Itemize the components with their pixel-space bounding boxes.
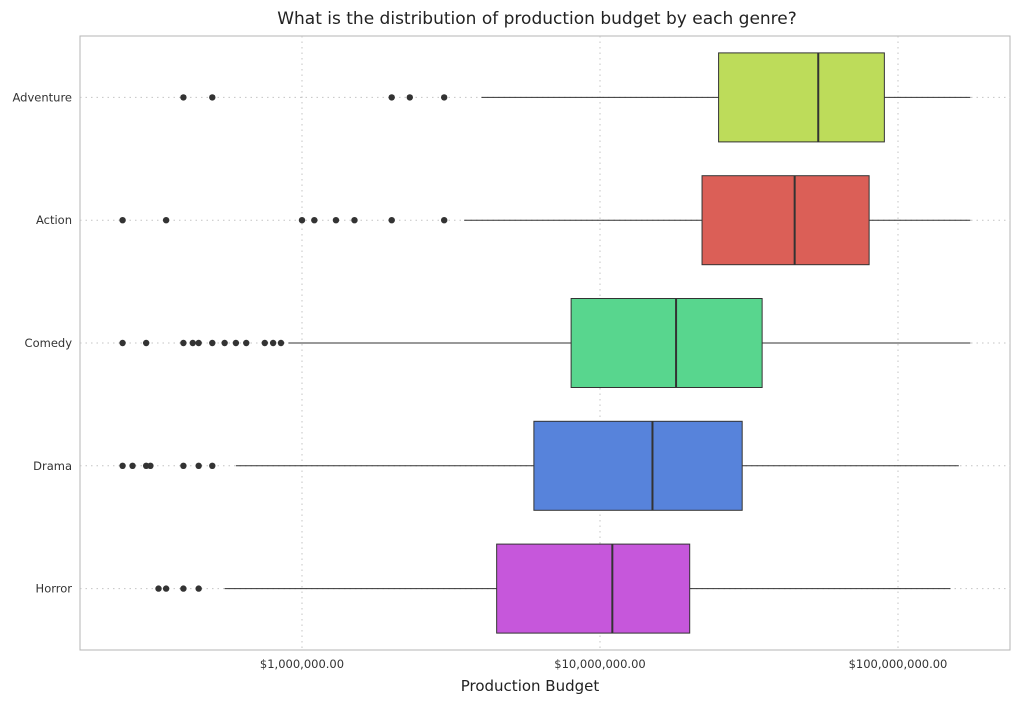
y-tick-label: Adventure xyxy=(13,90,72,104)
outlier-point xyxy=(351,217,358,224)
outlier-point xyxy=(209,462,216,469)
box-drama xyxy=(119,420,959,511)
outlier-point xyxy=(440,94,448,101)
box-iqr xyxy=(701,175,870,266)
outlier-point xyxy=(189,339,196,347)
outlier-point xyxy=(162,217,170,224)
outlier-point xyxy=(388,94,395,101)
outlier-point xyxy=(261,339,268,347)
outlier-point xyxy=(209,339,216,347)
x-axis: $1,000,000.00 $10,000,000.00 $100,000,000.… xyxy=(260,657,947,671)
outlier-point xyxy=(269,339,277,347)
outlier-point xyxy=(388,217,395,224)
outlier-point xyxy=(119,339,126,347)
outlier-point xyxy=(209,94,216,101)
outlier-point xyxy=(195,339,202,347)
outlier-point xyxy=(180,94,187,101)
y-tick-label: Comedy xyxy=(25,336,73,350)
box-layer xyxy=(119,52,971,634)
outlier-point xyxy=(162,585,170,592)
outlier-point xyxy=(232,339,240,347)
y-tick-label: Drama xyxy=(33,459,72,473)
box-horror xyxy=(155,543,951,634)
box-action xyxy=(119,175,971,266)
outlier-point xyxy=(142,339,150,347)
box-iqr xyxy=(570,298,763,388)
box-iqr xyxy=(718,52,885,143)
outlier-point xyxy=(221,339,228,347)
x-tick-label: $1,000,000.00 xyxy=(260,657,344,671)
outlier-point xyxy=(119,217,126,224)
chart-title: What is the distribution of production b… xyxy=(277,9,797,29)
box-iqr xyxy=(496,543,691,634)
x-tick-label: $10,000,000.00 xyxy=(554,657,645,671)
outlier-point xyxy=(311,217,318,224)
outlier-point xyxy=(406,94,413,101)
box-iqr xyxy=(533,420,743,511)
outlier-point xyxy=(277,339,285,347)
outlier-point xyxy=(147,462,154,469)
outlier-point xyxy=(180,462,187,469)
outlier-point xyxy=(332,217,340,224)
box-adventure xyxy=(180,52,971,143)
outlier-point xyxy=(195,462,202,469)
y-tick-label: Action xyxy=(36,213,72,227)
y-axis: Adventure Action Comedy Drama Horror xyxy=(13,90,73,595)
outlier-point xyxy=(195,585,202,592)
outlier-point xyxy=(440,217,448,224)
x-tick-label: $100,000,000.00 xyxy=(849,657,948,671)
outlier-point xyxy=(129,462,136,469)
x-axis-label: Production Budget xyxy=(461,677,600,695)
y-tick-label: Horror xyxy=(36,582,73,596)
outlier-point xyxy=(119,462,126,469)
outlier-point xyxy=(155,585,162,592)
outlier-point xyxy=(180,585,187,592)
outlier-point xyxy=(298,217,306,224)
outlier-point xyxy=(243,339,250,347)
box-comedy xyxy=(119,298,971,388)
outlier-point xyxy=(180,339,187,347)
